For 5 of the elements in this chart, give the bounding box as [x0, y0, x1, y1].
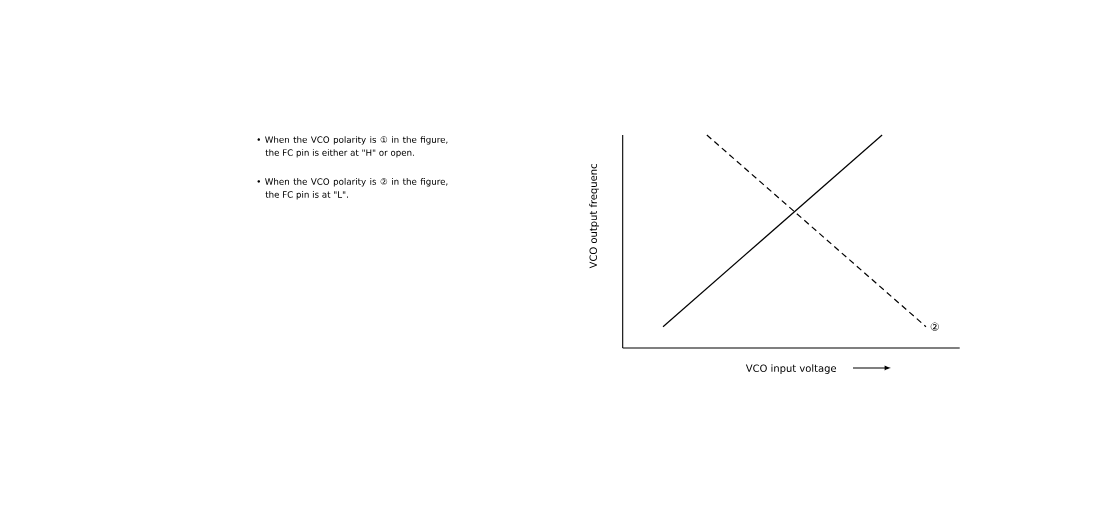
text: • When the VCO polarity is ① in the figure, the FC pin is either at "H" or open. — [257, 136, 448, 158]
y-axis-title: VCO output frequenc — [589, 164, 599, 269]
series-label: ② — [930, 322, 939, 331]
text: • When the VCO polarity is ② in the figure, the FC pin is at "L". — [257, 178, 448, 200]
x-axis-title: VCO input voltage — [745, 364, 837, 374]
